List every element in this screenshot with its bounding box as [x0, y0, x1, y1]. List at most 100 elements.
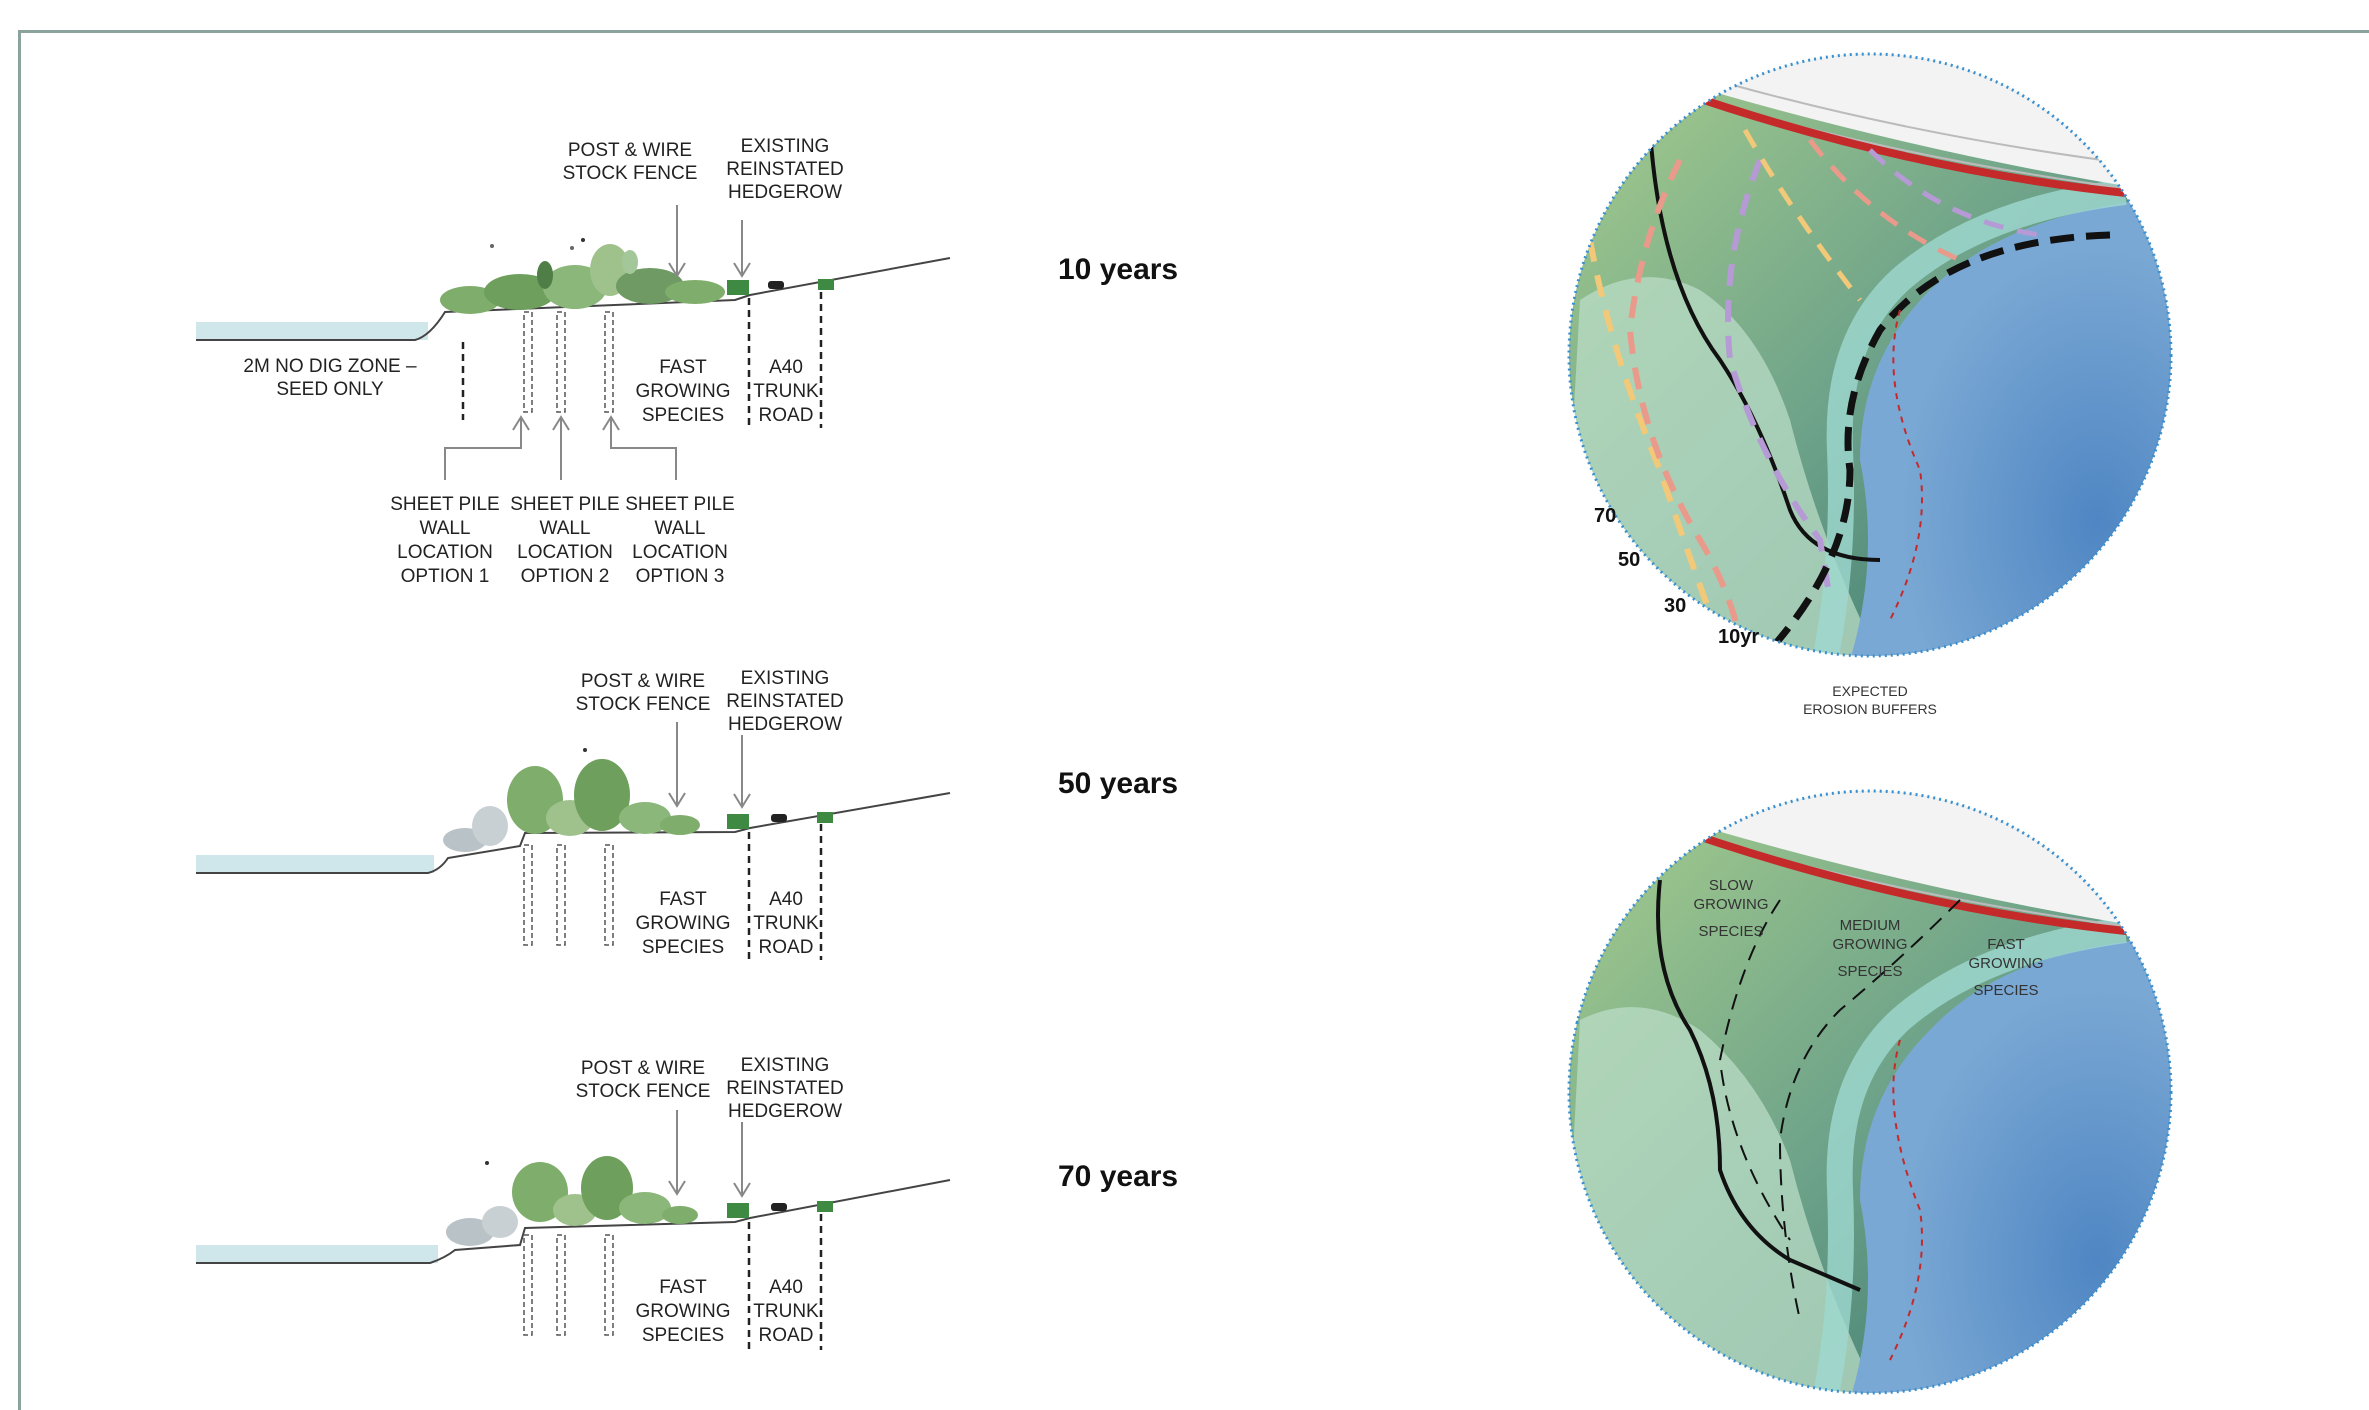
ground-profile	[196, 792, 951, 874]
option-3-label-line2: WALL	[654, 518, 705, 539]
species-label-line2: GROWING	[636, 1301, 731, 1322]
hedgerow-label-line3: HEDGEROW	[728, 1101, 842, 1122]
sheet-pile-option-1	[523, 1234, 533, 1336]
option-3-label-line3: LOCATION	[632, 542, 728, 563]
hedgerow-label-line2: REINSTATED	[726, 691, 844, 712]
species-label-line2: GROWING	[636, 913, 731, 934]
fence-label-line2: STOCK FENCE	[576, 1081, 711, 1102]
fence-label-line1: POST & WIRE	[568, 140, 692, 161]
plan-caption-line2: EROSION BUFFERS	[1803, 701, 1937, 717]
page-frame	[18, 30, 2369, 1410]
option-3-label-line4: OPTION 3	[636, 566, 725, 587]
vegetation-band	[446, 1156, 698, 1246]
plan-erosion-buffers: 70 50 30 10yr EXPECTED EROSION BUFFERS	[1567, 52, 2173, 717]
option-1-pointer	[444, 418, 522, 480]
option-1-label-line3: LOCATION	[397, 542, 493, 563]
option-2-label-line1: SHEET PILE	[510, 494, 619, 515]
zone-slow-line3: SPECIES	[1698, 923, 1763, 940]
road-label-line3: ROAD	[759, 405, 814, 426]
car-icon	[771, 814, 787, 822]
road-label-line2: TRUNK	[753, 1301, 819, 1322]
car-icon	[768, 281, 784, 289]
buffer-50-line	[1626, 158, 1743, 641]
option-2-label-line3: LOCATION	[517, 542, 613, 563]
buffer-label-30: 30	[1664, 595, 1686, 617]
road-label-line1: A40	[769, 357, 803, 378]
period-label: 70 years	[1058, 1160, 1178, 1193]
zone-slow-line1: SLOW	[1709, 877, 1754, 894]
road-edge-line	[1658, 81, 2136, 198]
hedgerow-label-line3: HEDGEROW	[728, 714, 842, 735]
sheet-pile-option-2	[556, 844, 566, 946]
sheet-pile-option-3	[604, 1234, 614, 1336]
medium-fast-boundary	[1778, 899, 1961, 1321]
vegetation-band	[443, 748, 700, 852]
option-1-label-line2: WALL	[419, 518, 470, 539]
no-dig-label-line1: 2M NO DIG ZONE –	[243, 356, 417, 377]
fence-label-line1: POST & WIRE	[581, 1058, 705, 1079]
road-edge-line	[1658, 819, 2136, 936]
species-label-line1: FAST	[659, 1277, 707, 1298]
road-label-line1: A40	[769, 889, 803, 910]
option-1-label-line4: OPTION 1	[401, 566, 490, 587]
buffer-10yr-line	[1767, 231, 2111, 653]
plan-border	[1567, 52, 2173, 658]
hedgerow-icon	[727, 280, 749, 295]
sheet-pile-option-2	[556, 311, 566, 413]
water-fill	[1850, 200, 2171, 656]
hedgerow-label-line1: EXISTING	[741, 1055, 830, 1076]
buffer-label-10yr: 10yr	[1718, 626, 1759, 648]
section-10-years: POST & WIRE STOCK FENCE EXISTING REINSTA…	[196, 136, 1178, 587]
hedgerow-label-line1: EXISTING	[741, 668, 830, 689]
ground-profile	[196, 257, 951, 341]
ground-profile	[196, 1179, 951, 1264]
species-label-line1: FAST	[659, 357, 707, 378]
sheet-pile-option-2	[556, 1234, 566, 1336]
zone-medium-line1: MEDIUM	[1840, 917, 1901, 934]
option-2-label-line4: OPTION 2	[521, 566, 610, 587]
road-label-line3: ROAD	[759, 937, 814, 958]
buffer-70-line	[1587, 239, 1723, 642]
section-50-years: POST & WIRE STOCK FENCE EXISTING REINSTA…	[196, 668, 1178, 960]
road-label-line3: ROAD	[759, 1325, 814, 1346]
fence-label-line1: POST & WIRE	[581, 671, 705, 692]
water-body	[196, 1245, 438, 1263]
water-body	[196, 322, 428, 340]
hedgerow-label-line1: EXISTING	[741, 136, 830, 157]
plan-growing-zones: SLOW GROWING SPECIES MEDIUM GROWING SPEC…	[1567, 789, 2173, 1395]
road-label-line2: TRUNK	[753, 381, 819, 402]
zone-medium-line2: GROWING	[1833, 936, 1908, 953]
hedgerow-label-line2: REINSTATED	[726, 1078, 844, 1099]
hedgerow-far-icon	[817, 812, 833, 823]
option-2-label-line2: WALL	[539, 518, 590, 539]
plan-caption-line1: EXPECTED	[1832, 683, 1907, 699]
sheet-pile-option-3	[604, 311, 614, 413]
species-label-line1: FAST	[659, 889, 707, 910]
sheet-pile-option-1	[523, 311, 533, 413]
hedgerow-icon	[727, 814, 749, 829]
zone-slow-line2: GROWING	[1694, 896, 1769, 913]
fence-label-line2: STOCK FENCE	[563, 163, 698, 184]
option-3-label-line1: SHEET PILE	[625, 494, 734, 515]
plan-border	[1567, 789, 2173, 1395]
zone-fast-line3: SPECIES	[1973, 982, 2038, 999]
existing-bank-line	[1648, 129, 1881, 562]
vegetation-band	[440, 238, 725, 314]
species-label-line3: SPECIES	[642, 937, 724, 958]
road-label-line2: TRUNK	[753, 913, 819, 934]
sheet-pile-option-1	[523, 844, 533, 946]
sheet-pile-option-3	[604, 844, 614, 946]
option-3-pointer	[610, 418, 677, 480]
car-icon	[771, 1203, 787, 1211]
zone-medium-line3: SPECIES	[1837, 963, 1902, 980]
period-label: 50 years	[1058, 767, 1178, 800]
option-1-label-line1: SHEET PILE	[390, 494, 499, 515]
section-70-years: POST & WIRE STOCK FENCE EXISTING REINSTA…	[196, 1055, 1178, 1350]
no-dig-label-line2: SEED ONLY	[276, 379, 384, 400]
species-label-line3: SPECIES	[642, 405, 724, 426]
hedgerow-label-line3: HEDGEROW	[728, 182, 842, 203]
hedgerow-label-line2: REINSTATED	[726, 159, 844, 180]
road-label-line1: A40	[769, 1277, 803, 1298]
